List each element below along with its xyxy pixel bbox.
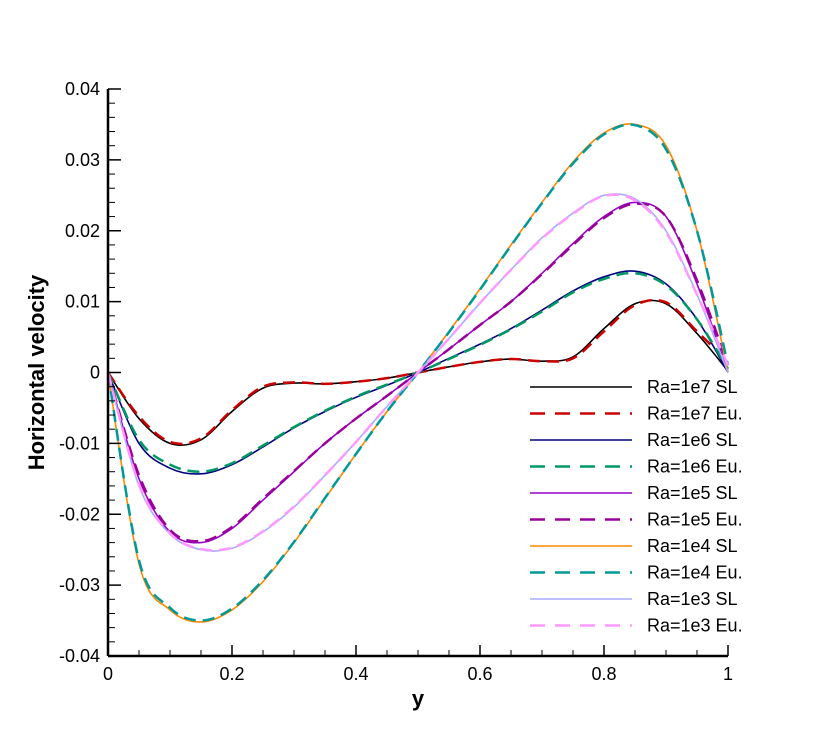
x-tick-label: 0	[103, 664, 113, 684]
legend-label: Ra=1e4 Eu.	[647, 563, 743, 583]
series-line-9	[106, 193, 730, 552]
legend-label: Ra=1e7 SL	[647, 377, 738, 397]
legend-label: Ra=1e4 SL	[647, 536, 738, 556]
legend-label: Ra=1e5 Eu.	[647, 510, 743, 530]
x-tick-label: 0.4	[343, 664, 368, 684]
y-tick-label: -0.03	[59, 575, 100, 595]
y-tick-label: 0.03	[65, 150, 100, 170]
y-tick-label: -0.01	[59, 433, 100, 453]
y-tick-label: 0.02	[65, 221, 100, 241]
y-tick-label: 0	[90, 363, 100, 383]
legend-label: Ra=1e7 Eu.	[647, 404, 743, 424]
y-tick-label: -0.04	[59, 646, 100, 666]
axes: 0 0.2 0.4 0.6 0.8 1 -0.04 -0.03 -0.02 -0.01 0 0.01 0…	[59, 79, 733, 684]
x-tick-label: 0.6	[467, 664, 492, 684]
legend: Ra=1e7 SL Ra=1e7 Eu. Ra=1e6 SL Ra=1e6 Eu. Ra…	[530, 377, 743, 636]
x-tick-label: 0.2	[219, 664, 244, 684]
y-tick-label: -0.02	[59, 504, 100, 524]
legend-label: Ra=1e6 SL	[647, 430, 738, 450]
legend-label: Ra=1e3 SL	[647, 589, 738, 609]
plot-lines	[106, 123, 730, 623]
legend-label: Ra=1e3 Eu.	[647, 616, 743, 636]
y-tick-label: 0.01	[65, 292, 100, 312]
y-axis-title: Horizontal velocity	[24, 274, 49, 470]
y-tick-label: 0.04	[65, 79, 100, 99]
legend-label: Ra=1e6 Eu.	[647, 457, 743, 477]
x-axis-title: y	[412, 686, 425, 711]
legend-label: Ra=1e5 SL	[647, 483, 738, 503]
x-tick-label: 0.8	[591, 664, 616, 684]
x-tick-label: 1	[723, 664, 733, 684]
